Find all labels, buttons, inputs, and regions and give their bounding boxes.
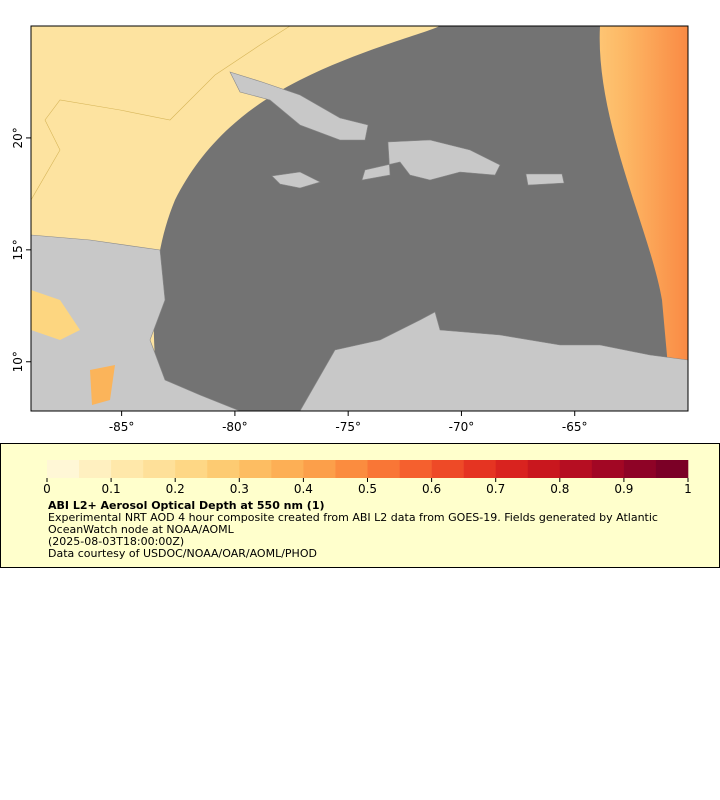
colorbar-step [655,460,689,478]
colorbar-step [399,460,432,478]
y-tick-label: 15° [11,239,25,260]
colorbar-step [207,460,240,478]
colorbar-step [143,460,176,478]
legend-date: (2025-08-03T18:00:00Z) [48,535,185,548]
colorbar-tick-label: 0.4 [294,482,313,496]
colorbar-tick-label: 0.9 [614,482,633,496]
x-tick-label: -85° [109,420,135,434]
land [299,311,688,411]
colorbar-step [239,460,272,478]
colorbar-step [495,460,529,478]
colorbar-tick-label: 0.8 [550,482,569,496]
colorbar-step [623,460,657,478]
colorbar-step [271,460,304,478]
colorbar-tick-label: 1 [684,482,692,496]
colorbar-step [527,460,561,478]
colorbar-step [367,460,400,478]
land [31,234,241,411]
map-area [31,26,688,411]
colorbar-tick-label: 0.1 [102,482,121,496]
colorbar-tick-label: 0 [43,482,51,496]
legend-description: Experimental NRT AOD 4 hour composite cr… [48,511,658,536]
colorbar-tick-label: 0.3 [230,482,249,496]
colorbar-step [79,460,112,478]
colorbar-step [463,460,496,478]
colorbar-tick-label: 0.7 [486,482,505,496]
colorbar-step [431,460,464,478]
legend-credit: Data courtesy of USDOC/NOAA/OAR/AOML/PHO… [48,547,317,560]
colorbar-tick-label: 0.6 [422,482,441,496]
land [525,173,565,186]
colorbar-step [559,460,593,478]
x-tick-label: -70° [449,420,475,434]
x-tick-label: -80° [222,420,248,434]
no-data-region [153,26,673,411]
colorbar-step [303,460,336,478]
colorbar-tick-label: 0.5 [358,482,377,496]
y-tick-label: 20° [11,127,25,148]
colorbar-step [175,460,208,478]
land [229,71,369,141]
x-tick-label: -65° [562,420,588,434]
colorbar-step [47,460,80,478]
colorbar-step [111,460,144,478]
land [271,171,321,189]
coastline [31,26,291,201]
colorbar-step [335,460,368,478]
map-frame [30,25,689,412]
x-tick-label: -75° [335,420,361,434]
aerosol-field [90,365,115,405]
colorbar-step [591,460,625,478]
land [361,139,501,181]
y-tick-label: 10° [11,351,25,372]
colorbar-tick-label: 0.2 [166,482,185,496]
legend-title: ABI L2+ Aerosol Optical Depth at 550 nm … [48,499,325,512]
aerosol-field [31,290,80,340]
